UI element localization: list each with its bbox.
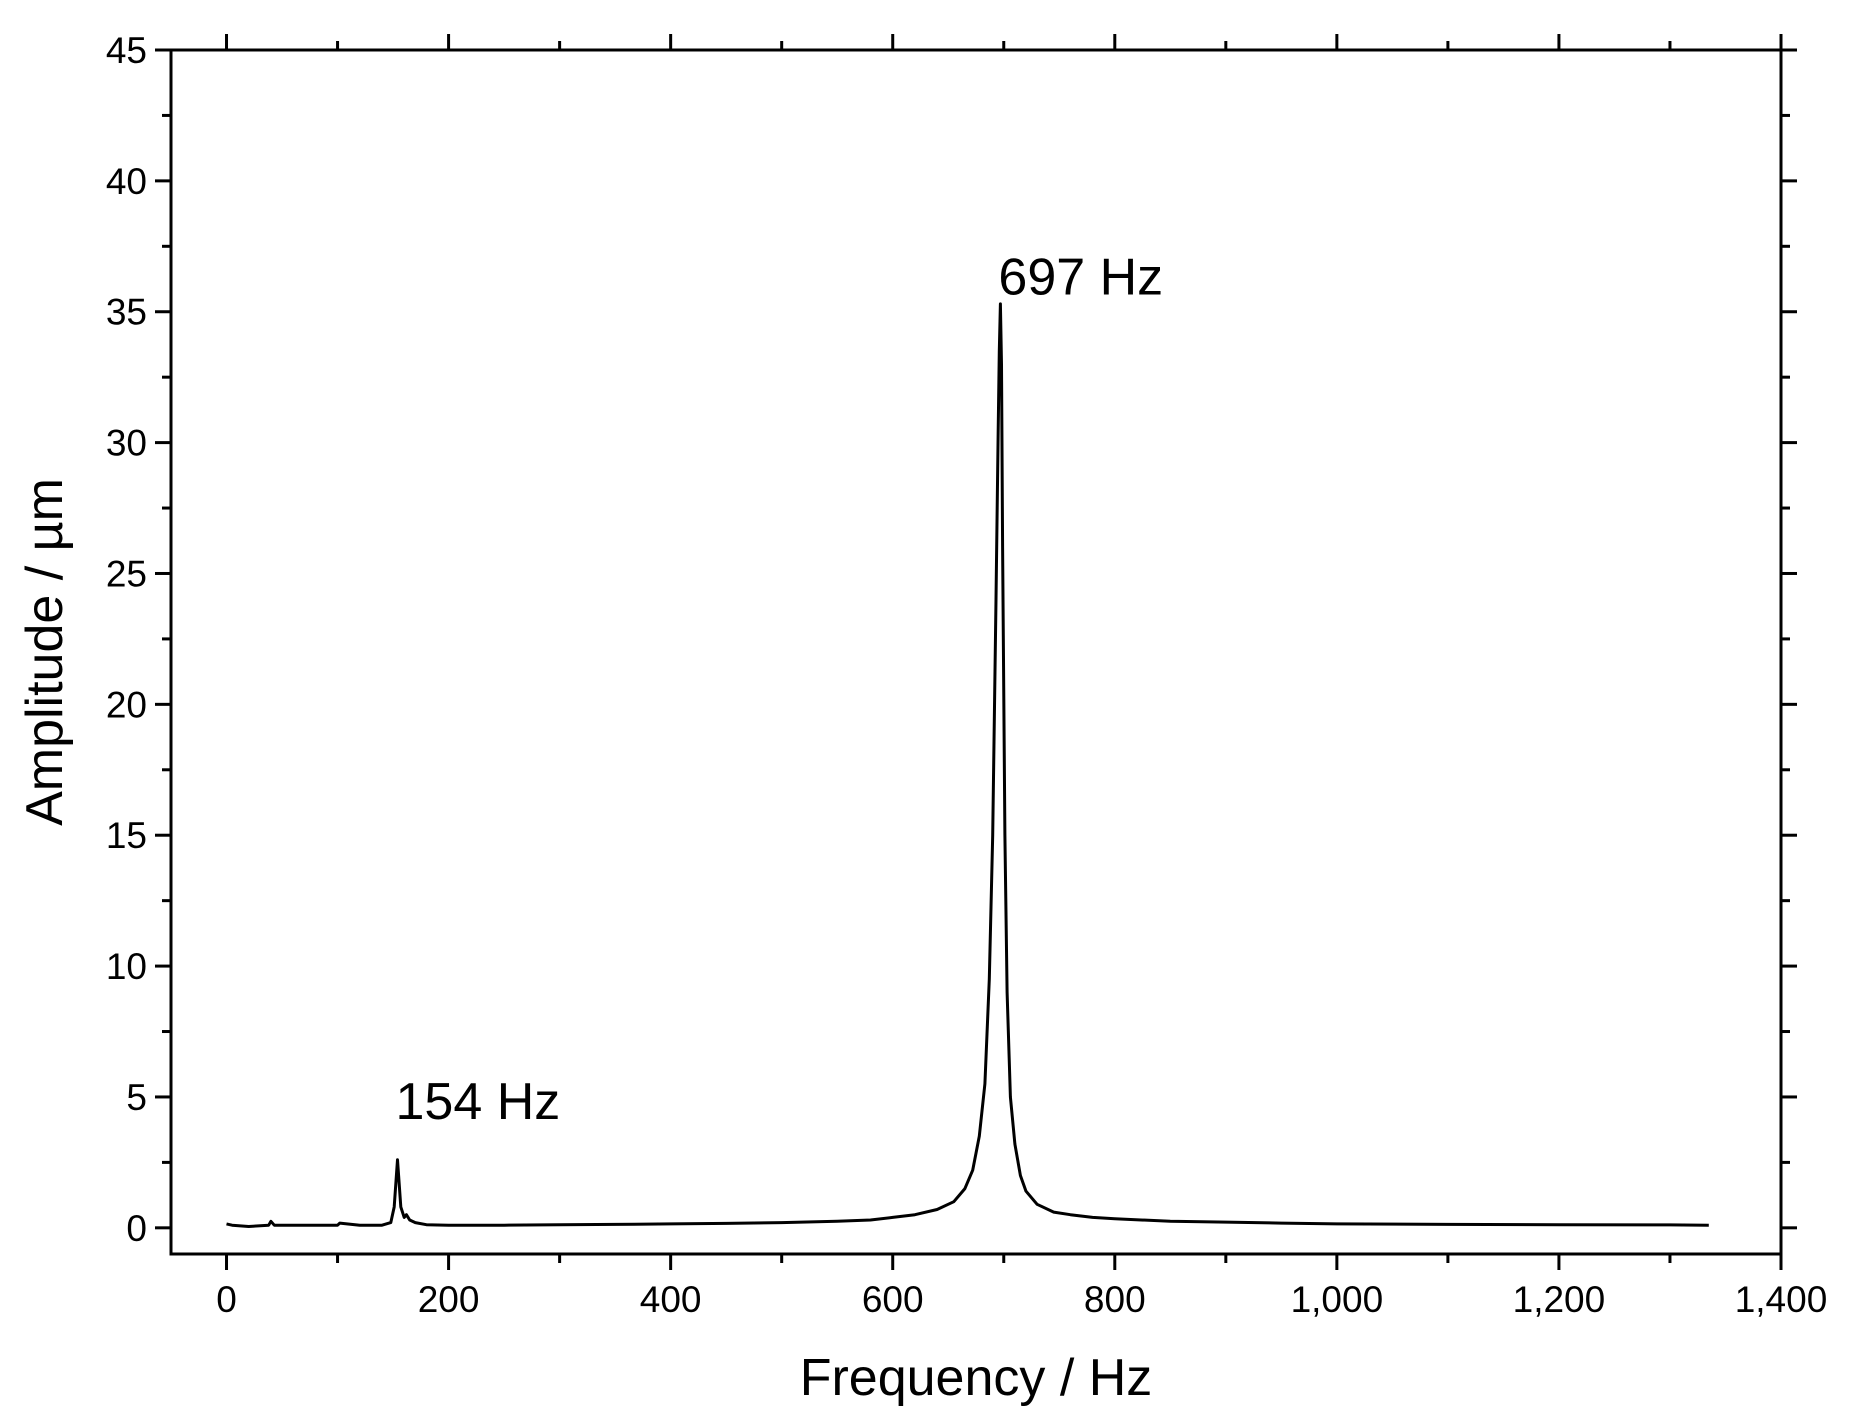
axis-tick-labels: 0 200 400 600 800 1,000 1,200 1,400 0 5 10 15 20 25 30… [106, 30, 1827, 1320]
y-tick-label: 15 [106, 815, 147, 856]
peak-annotations: 154 Hz 697 Hz [396, 248, 1164, 1130]
y-tick-label: 25 [106, 553, 147, 594]
y-axis-title: Amplitude / µm [16, 478, 74, 826]
peak-annotation: 154 Hz [396, 1073, 561, 1131]
x-tick-label: 1,000 [1291, 1279, 1384, 1320]
x-axis-title: Frequency / Hz [800, 1349, 1153, 1407]
x-tick-label: 1,200 [1513, 1279, 1606, 1320]
y-tick-label: 0 [126, 1208, 147, 1249]
x-tick-label: 1,400 [1735, 1279, 1828, 1320]
x-tick-label: 0 [216, 1279, 237, 1320]
amplitude-series-line [226, 302, 1709, 1228]
y-tick-label: 45 [106, 30, 147, 71]
x-tick-label: 800 [1084, 1279, 1146, 1320]
y-tick-label: 10 [106, 946, 147, 987]
x-tick-label: 200 [418, 1279, 480, 1320]
x-tick-label: 600 [862, 1279, 924, 1320]
y-tick-label: 5 [126, 1077, 147, 1118]
y-tick-label: 40 [106, 161, 147, 202]
y-tick-label: 30 [106, 423, 147, 464]
y-tick-label: 35 [106, 292, 147, 333]
y-tick-label: 20 [106, 684, 147, 725]
x-tick-label: 400 [640, 1279, 702, 1320]
plot-frame [169, 48, 1783, 1256]
peak-annotation: 697 Hz [998, 248, 1163, 306]
